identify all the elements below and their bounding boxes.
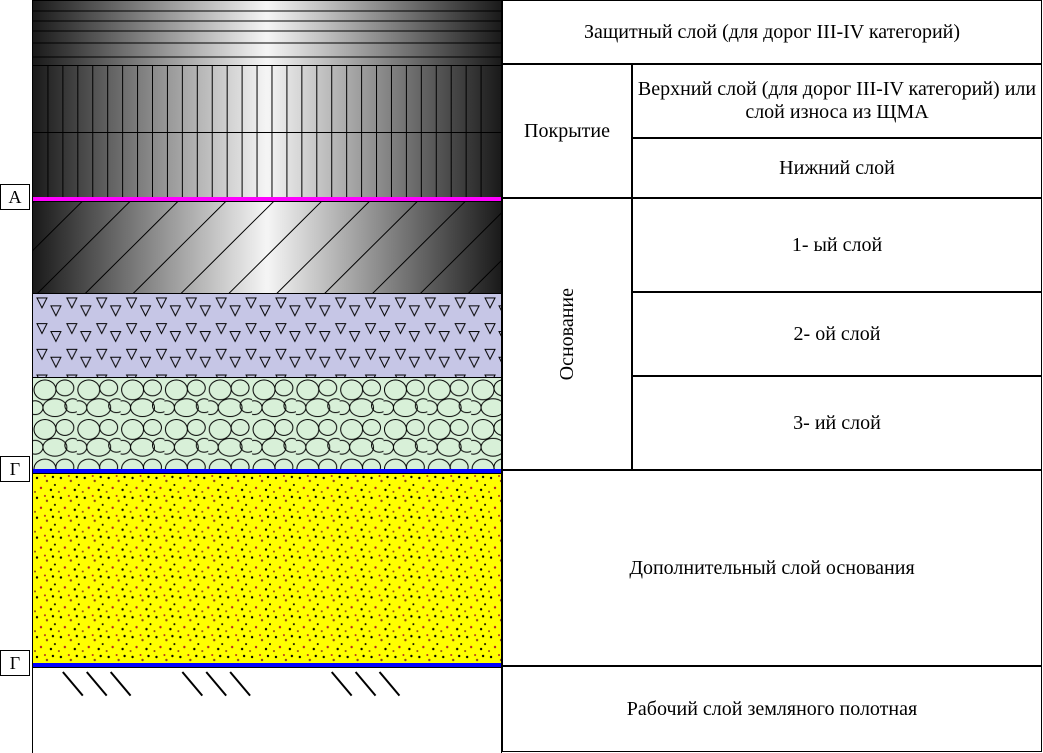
marker-G-2: Г <box>0 650 30 676</box>
marker-G-1: Г <box>0 456 30 482</box>
road-pavement-diagram: А Г Г Защитный слой (для дорог III-IV ка… <box>0 0 1043 753</box>
layer-base-2 <box>33 293 501 377</box>
cell-base-group: Основание <box>502 198 632 470</box>
cell-subgrade: Рабочий слой земляного полотная <box>502 666 1042 752</box>
cell-base1: 1- ый слой <box>632 198 1042 292</box>
cell-base3: 3- ий слой <box>632 376 1042 470</box>
cross-section-column <box>32 0 502 753</box>
cell-coating-group: Покрытие <box>502 64 632 198</box>
cell-protective: Защитный слой (для дорог III-IV категори… <box>502 0 1042 64</box>
layer-protective <box>33 1 501 65</box>
marker-A: А <box>0 184 30 210</box>
base-group-label: Основание <box>556 288 579 380</box>
cell-upper: Верхний слой (для дорог III-IV категорий… <box>632 64 1042 138</box>
cell-base2: 2- ой слой <box>632 292 1042 376</box>
layer-subgrade <box>33 667 501 753</box>
layer-base-3 <box>33 377 501 471</box>
layer-base-1 <box>33 201 501 293</box>
layer-additional-base <box>33 473 501 665</box>
cell-additional: Дополнительный слой основания <box>502 470 1042 666</box>
label-table: Защитный слой (для дорог III-IV категори… <box>502 0 1042 753</box>
layer-coating <box>33 65 501 199</box>
cell-lower: Нижний слой <box>632 138 1042 198</box>
